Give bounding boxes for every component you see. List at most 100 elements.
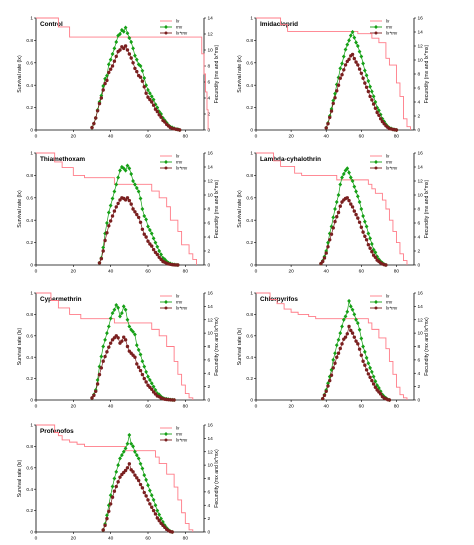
mx-point [329, 224, 334, 229]
mx-point [333, 91, 337, 96]
lxmx-point [114, 484, 118, 489]
right-tick-label: 2 [208, 516, 211, 522]
x-tick-label: 60 [145, 536, 151, 542]
lxmx-point [99, 366, 104, 370]
lxmx-point [340, 342, 344, 346]
x-tick-label: 20 [71, 536, 77, 542]
lxmx-point [163, 120, 167, 124]
mx-point [369, 241, 374, 247]
lxmx-point [328, 238, 332, 242]
right-tick-label: 10 [418, 58, 424, 64]
mx-point [329, 367, 334, 373]
lxmx-point [105, 350, 109, 354]
left-tick-label: 0.4 [26, 487, 33, 493]
legend-label: lx*mx [386, 31, 398, 36]
lxmx-point [370, 378, 374, 383]
legend-label: mx [386, 300, 393, 305]
mx-point [340, 61, 344, 66]
right-tick-label: 8 [208, 476, 211, 482]
mx-point [359, 336, 364, 341]
lxmx-point [326, 245, 330, 249]
mx-point [347, 298, 351, 304]
lxmx-point [373, 255, 378, 259]
mx-point [142, 75, 147, 81]
chart-title: Imidacloprid [260, 21, 298, 28]
mx-point [373, 250, 378, 255]
left-tick-label: 0 [30, 128, 33, 134]
lxmx-point [321, 396, 325, 401]
mx-point [354, 317, 358, 322]
y2-axis-label: Fecundity (mx and lx*mx) [214, 44, 220, 103]
lxmx-point [340, 73, 344, 77]
mx-point [334, 343, 339, 348]
right-tick-label: 4 [208, 235, 211, 241]
x-tick-label: 80 [183, 269, 189, 275]
x-tick-label: 40 [108, 134, 114, 140]
chart-title: Profenofos [40, 428, 74, 435]
lxmx-point [107, 224, 111, 228]
mx-point [331, 357, 336, 362]
right-tick-label: 14 [208, 436, 214, 442]
legend-marker [164, 300, 168, 304]
lxmx-point [378, 392, 383, 396]
lxmx-point [155, 109, 160, 114]
chart-title: Cypermethrin [40, 296, 82, 303]
mx-point [146, 483, 150, 488]
lxmx-point [94, 389, 98, 394]
lxmx-point [371, 382, 376, 386]
lxmx-point [347, 324, 351, 329]
mx-point [350, 29, 355, 35]
legend-marker [374, 300, 378, 304]
right-tick-label: 2 [418, 249, 421, 255]
lxmx-point [135, 362, 139, 366]
mx-point [347, 170, 351, 175]
mx-point [108, 203, 113, 208]
lxmx-point [146, 239, 150, 243]
mx-point [118, 168, 122, 173]
mx-point [138, 461, 143, 466]
mx-point [350, 307, 355, 312]
right-tick-label: 8 [208, 207, 211, 213]
mx-point [140, 359, 145, 364]
mx-point [331, 215, 336, 220]
lxmx-point [148, 97, 152, 102]
mx-point [348, 304, 353, 309]
legend-label: mx [176, 300, 183, 305]
mx-point [129, 171, 134, 177]
lxmx-point [172, 398, 176, 402]
mx-point [125, 317, 130, 322]
right-tick-label: 16 [208, 423, 214, 429]
right-tick-label: 12 [208, 179, 214, 185]
right-tick-label: 2 [418, 384, 421, 390]
legend-label: lx [386, 19, 390, 24]
mx-point [355, 320, 360, 326]
lxmx-point [97, 101, 102, 106]
mx-point [142, 213, 147, 219]
lxmx-point [136, 365, 141, 369]
x-tick-label: 60 [359, 269, 365, 275]
y-axis-label: Survival rate (lx) [17, 55, 23, 93]
left-tick-label: 0.4 [26, 83, 33, 89]
lxmx-point [338, 204, 342, 208]
mx-point [129, 39, 134, 45]
lxmx-point [329, 109, 334, 113]
right-tick-label: 6 [208, 489, 211, 495]
lxmx-point [142, 232, 146, 236]
left-tick-label: 0.6 [26, 195, 33, 201]
mx-point [343, 314, 348, 319]
legend-marker [374, 160, 378, 164]
mx-point [355, 43, 360, 49]
right-tick-label: 2 [208, 112, 211, 118]
mx-point [112, 46, 117, 51]
x-tick-label: 80 [394, 269, 400, 275]
mx-point [359, 206, 364, 212]
left-tick-label: 1 [30, 151, 33, 157]
mx-point [131, 444, 135, 449]
mx-point [99, 354, 104, 359]
mx-point [134, 57, 139, 62]
lxmx-point [366, 243, 371, 247]
lxmx-point [114, 205, 118, 209]
